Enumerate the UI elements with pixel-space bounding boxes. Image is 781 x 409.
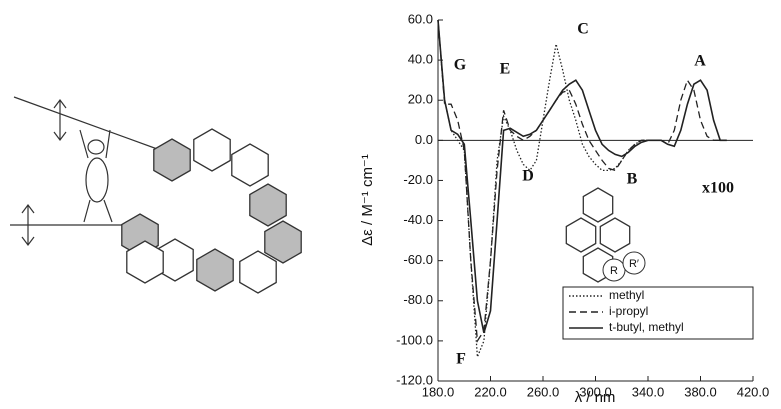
annotation: A [694,53,706,70]
annotation: x100 [702,180,734,197]
y-tick-label: -60.0 [403,252,433,267]
legend-label: i-propyl [609,304,648,318]
ring [249,183,287,227]
ring [153,138,191,182]
annotation: B [627,171,638,188]
x-tick-label: 300.0 [579,384,612,399]
ring [599,217,631,253]
inset-label: R [610,265,618,277]
y-tick-label: -100.0 [396,332,433,347]
y-tick-label: 20.0 [408,92,433,107]
y-tick-label: 0.0 [415,132,433,147]
annotation: E [500,61,511,78]
legend-label: t-butyl, methyl [609,320,684,334]
inset-label: R′ [629,258,639,270]
annotation: G [454,57,467,74]
x-tick-label: 260.0 [527,384,560,399]
ring [565,217,597,253]
ring [193,128,231,172]
inset-molecule [565,187,646,283]
y-axis-label: Δε / M⁻¹ cm⁻¹ [359,154,376,246]
substituent [622,251,646,275]
ring [239,250,277,294]
y-tick-label: -80.0 [403,292,433,307]
x-tick-label: 380.0 [684,384,717,399]
helicene-rings [121,128,302,294]
ring [126,240,164,284]
annotation: D [522,168,534,185]
x-tick-label: 220.0 [474,384,507,399]
ring [582,187,614,223]
series-line [437,19,727,334]
x-tick-label: 180.0 [422,384,455,399]
annotation: C [577,21,589,38]
x-axis-label: λ / nm [575,389,616,406]
ring [264,220,302,264]
x-tick-label: 420.0 [737,384,770,399]
ring [231,143,269,187]
ring [196,248,234,292]
helicene-diagram [10,96,161,246]
annotation: F [456,351,466,368]
y-tick-label: -120.0 [396,372,433,387]
y-tick-label: -40.0 [403,212,433,227]
y-tick-label: -20.0 [403,172,433,187]
y-tick-label: 60.0 [408,11,433,26]
x-tick-label: 340.0 [632,384,665,399]
series-line [437,19,721,343]
y-tick-label: 40.0 [408,52,433,67]
legend-label: methyl [609,288,644,302]
